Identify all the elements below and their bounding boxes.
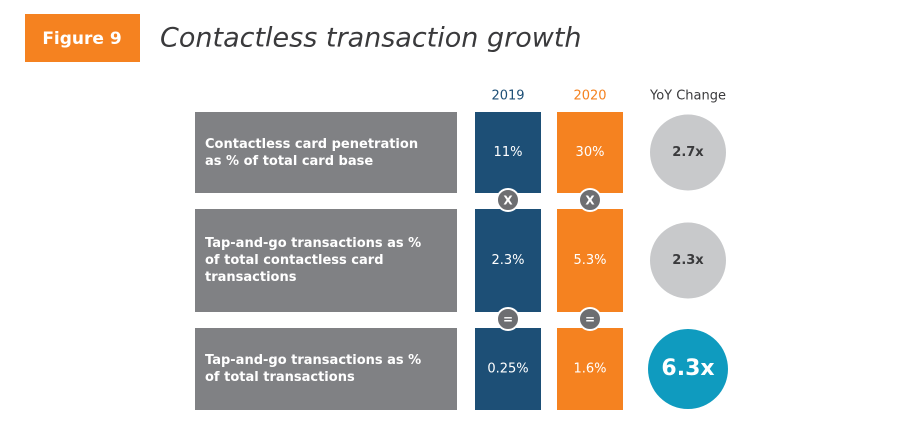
value-text: 11% bbox=[494, 145, 523, 160]
change-text: 2.3x bbox=[672, 253, 704, 268]
value-cell bbox=[475, 328, 541, 410]
value-text: 0.25% bbox=[487, 362, 528, 377]
value-cell bbox=[475, 209, 541, 312]
row-label: Tap-and-go transactions as % of total co… bbox=[195, 209, 457, 312]
operator-circle bbox=[496, 188, 520, 212]
value-cell bbox=[557, 112, 623, 193]
value-text: 2.3% bbox=[491, 253, 524, 268]
operator-circle bbox=[578, 307, 602, 331]
value-text: 5.3% bbox=[573, 253, 606, 268]
figure-label: Figure 9 bbox=[42, 29, 121, 49]
value-cell bbox=[557, 328, 623, 410]
value-text: 30% bbox=[576, 145, 605, 160]
operator: = bbox=[585, 313, 595, 327]
change-text: 2.7x bbox=[672, 145, 704, 160]
operator: X bbox=[503, 194, 513, 208]
column-header: YoY Change bbox=[649, 89, 726, 104]
operator: X bbox=[585, 194, 595, 208]
change-text: 6.3x bbox=[661, 356, 714, 381]
change-circle bbox=[648, 329, 728, 409]
row-label: Tap-and-go transactions as % of total tr… bbox=[195, 328, 457, 410]
column-header: 2020 bbox=[573, 89, 606, 104]
change-circle bbox=[650, 114, 726, 191]
change-circle bbox=[650, 222, 726, 299]
row-label: Contactless card penetration as % of tot… bbox=[195, 112, 457, 193]
value-cell bbox=[475, 112, 541, 193]
operator-circle bbox=[578, 188, 602, 212]
value-cell bbox=[557, 209, 623, 312]
figure-badge bbox=[25, 14, 140, 62]
operator-circle bbox=[496, 307, 520, 331]
value-text: 1.6% bbox=[573, 362, 606, 377]
title: Contactless transaction growth bbox=[160, 23, 582, 54]
column-header: 2019 bbox=[491, 89, 524, 104]
operator: = bbox=[503, 313, 513, 327]
